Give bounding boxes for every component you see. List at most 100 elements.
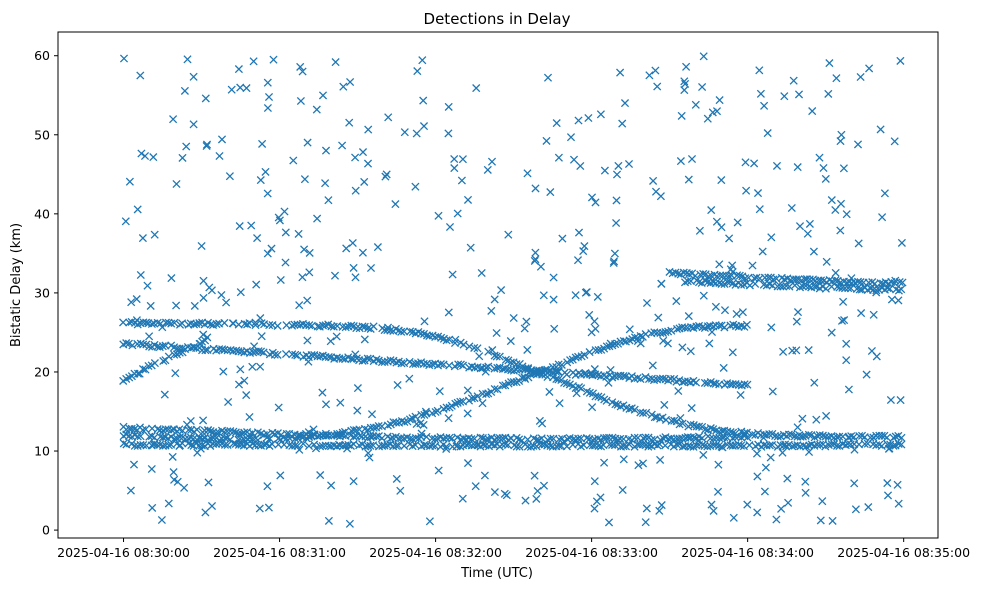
data-point — [612, 218, 621, 228]
data-point — [851, 505, 860, 514]
data-point — [569, 155, 579, 164]
data-point — [365, 431, 375, 440]
data-point — [827, 328, 836, 337]
data-point — [804, 430, 813, 439]
data-point — [303, 296, 312, 305]
data-point — [259, 348, 268, 357]
data-point — [406, 327, 415, 336]
data-point — [490, 295, 499, 304]
data-point — [391, 200, 400, 209]
data-point — [256, 362, 265, 371]
data-point — [674, 386, 683, 396]
data-point — [366, 441, 375, 450]
data-point — [555, 399, 564, 408]
data-point — [126, 486, 135, 495]
data-point — [481, 367, 490, 376]
data-point — [898, 278, 907, 287]
data-point — [682, 62, 691, 71]
data-point — [531, 248, 540, 257]
data-point — [351, 186, 360, 195]
data-point — [612, 196, 621, 205]
data-point — [821, 284, 830, 293]
data-point — [529, 441, 538, 450]
data-point — [779, 347, 788, 356]
data-point — [784, 430, 793, 439]
data-point — [289, 156, 298, 165]
data-point — [411, 412, 420, 421]
data-point — [860, 439, 869, 449]
data-point — [795, 222, 805, 231]
data-point — [300, 245, 309, 254]
data-point — [171, 369, 180, 378]
data-point — [139, 340, 148, 349]
data-point — [383, 323, 393, 332]
data-point — [263, 249, 272, 258]
data-point — [257, 332, 266, 341]
data-point — [638, 440, 647, 449]
data-point — [651, 66, 660, 75]
data-point — [463, 459, 473, 468]
data-point — [434, 211, 443, 220]
data-point — [225, 172, 234, 181]
data-point — [235, 430, 244, 439]
data-point — [298, 273, 307, 282]
data-point — [634, 461, 643, 470]
data-point — [506, 337, 515, 346]
data-point — [759, 433, 768, 442]
data-point — [593, 292, 602, 301]
data-point — [497, 286, 506, 295]
data-point — [766, 453, 775, 462]
data-point — [619, 371, 628, 381]
data-point — [729, 513, 738, 522]
data-point — [636, 374, 645, 384]
data-point — [590, 477, 599, 486]
data-point — [150, 359, 159, 368]
data-point — [197, 241, 206, 251]
data-point — [520, 373, 529, 382]
data-point — [263, 189, 272, 198]
data-point — [608, 433, 617, 442]
data-point — [456, 397, 465, 406]
data-point — [136, 270, 145, 280]
data-point — [445, 433, 454, 442]
data-point — [417, 429, 426, 438]
data-point — [743, 433, 752, 442]
data-point — [600, 395, 609, 404]
data-point — [684, 312, 693, 321]
data-point — [579, 441, 588, 450]
data-point — [638, 459, 648, 468]
data-point — [444, 129, 453, 138]
data-point — [780, 92, 789, 101]
data-point — [736, 390, 745, 400]
data-point — [741, 158, 750, 167]
data-point — [472, 84, 481, 93]
data-point — [338, 431, 347, 440]
data-point — [304, 441, 314, 451]
y-tick-label: 30 — [34, 285, 50, 300]
data-point — [847, 274, 856, 283]
data-point — [321, 146, 331, 155]
data-point — [304, 357, 313, 366]
data-point — [642, 504, 651, 513]
data-point — [353, 384, 362, 393]
data-point — [318, 441, 327, 451]
data-point — [199, 276, 208, 285]
data-point — [322, 431, 331, 440]
data-point — [728, 348, 737, 357]
data-point — [400, 417, 409, 427]
data-point — [781, 440, 790, 449]
data-point — [189, 72, 198, 81]
data-point — [281, 349, 291, 359]
data-point — [741, 274, 750, 283]
data-point — [264, 92, 274, 102]
data-point — [263, 103, 272, 113]
data-point — [450, 154, 459, 164]
data-point — [251, 318, 260, 327]
data-point — [253, 234, 262, 243]
data-point — [545, 387, 554, 396]
data-point — [482, 390, 491, 399]
data-point — [675, 440, 684, 449]
data-point — [145, 342, 154, 351]
data-point — [228, 319, 237, 328]
data-point — [554, 360, 563, 369]
